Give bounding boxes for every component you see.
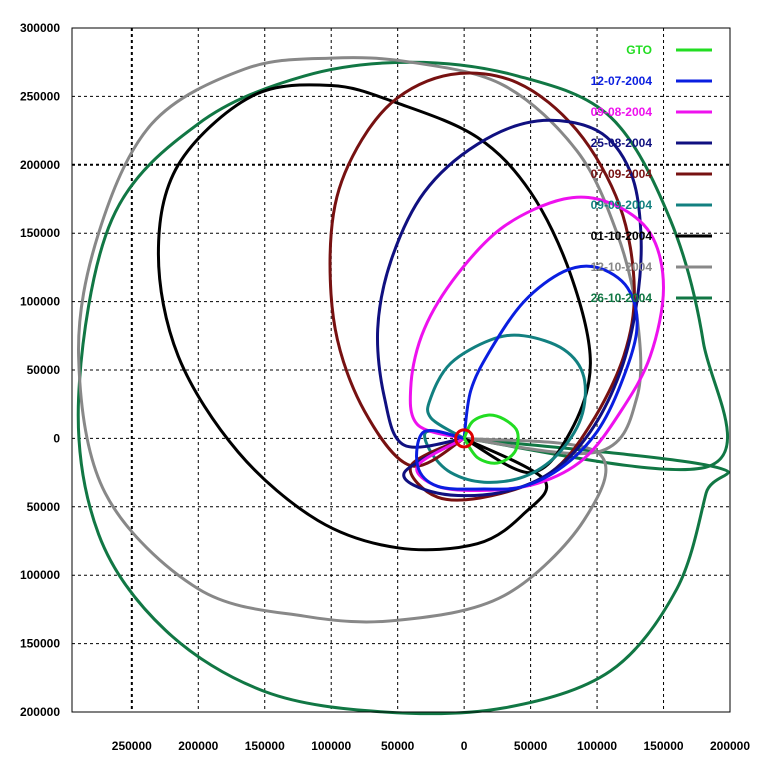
x-tick-label: 200000 xyxy=(178,739,218,753)
x-tick-label: 150000 xyxy=(245,739,285,753)
y-tick-label: 150000 xyxy=(20,226,60,240)
y-axis-ticks: 300000 250000 200000 150000 100000 50000 0 5000… xyxy=(20,21,60,719)
grid xyxy=(72,27,731,713)
legend-label-4: 07-09-2004 xyxy=(591,167,653,181)
legend: GTO 12-07-2004 09-08-2004 25-08-2004 07-09-2… xyxy=(591,43,712,305)
orbit-line-8 xyxy=(76,60,730,716)
x-tick-label: 250000 xyxy=(112,739,152,753)
orbit-series xyxy=(76,56,730,716)
y-tick-label: 0 xyxy=(53,431,60,445)
legend-label-1: 12-07-2004 xyxy=(591,74,653,88)
x-tick-label: 200000 xyxy=(710,739,750,753)
y-tick-label: 200000 xyxy=(20,158,60,172)
x-tick-label: 0 xyxy=(461,739,468,753)
x-tick-label: 50000 xyxy=(514,739,548,753)
y-tick-label: 50000 xyxy=(27,363,61,377)
plot-frame xyxy=(71,27,731,713)
x-tick-label: 150000 xyxy=(644,739,684,753)
earth-circle xyxy=(454,428,475,449)
orbit-line-5 xyxy=(423,333,587,484)
x-tick-label: 100000 xyxy=(311,739,351,753)
orbit-line-6 xyxy=(156,83,592,552)
y-tick-label: 300000 xyxy=(20,21,60,35)
orbit-line-3 xyxy=(375,118,643,498)
legend-label-3: 25-08-2004 xyxy=(591,136,653,150)
y-tick-label: 100000 xyxy=(20,295,60,309)
legend-label-6: 01-10-2004 xyxy=(591,229,653,243)
legend-label-7: 12-10-2004 xyxy=(591,260,653,274)
legend-label-2: 09-08-2004 xyxy=(591,105,653,119)
x-tick-label: 100000 xyxy=(577,739,617,753)
y-tick-label: 50000 xyxy=(27,500,61,514)
orbit-line-0 xyxy=(462,413,520,465)
y-tick-label: 200000 xyxy=(20,705,60,719)
y-tick-label: 250000 xyxy=(20,89,60,103)
legend-label-8: 26-10-2004 xyxy=(591,291,653,305)
orbit-line-1 xyxy=(415,264,639,491)
legend-label-0: GTO xyxy=(626,43,652,57)
x-axis-ticks: 250000 200000 150000 100000 50000 0 50000 10000… xyxy=(112,739,751,753)
orbit-line-7 xyxy=(77,56,643,624)
y-tick-label: 100000 xyxy=(20,568,60,582)
earth-marker xyxy=(454,428,475,449)
legend-label-5: 09-09-2004 xyxy=(591,198,653,212)
y-tick-label: 150000 xyxy=(20,637,60,651)
x-tick-label: 50000 xyxy=(381,739,415,753)
